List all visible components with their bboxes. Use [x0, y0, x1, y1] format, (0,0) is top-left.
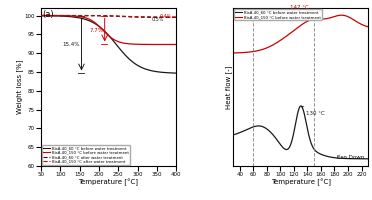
Legend: BisA-40_60 °C before water treatment, BisA-40_150 °C before water treatment, Bis: BisA-40_60 °C before water treatment, Bi… — [42, 145, 130, 165]
X-axis label: Temperature [°C]: Temperature [°C] — [78, 179, 138, 186]
Text: 7.7%: 7.7% — [89, 28, 103, 33]
Legend: BisA-40_60 °C before water treatment, BisA-40_150 °C before water treatment: BisA-40_60 °C before water treatment, Bi… — [234, 9, 322, 20]
Y-axis label: Weight loss [%]: Weight loss [%] — [16, 60, 23, 114]
Text: Exo Down: Exo Down — [337, 155, 364, 160]
X-axis label: Temperature [°C]: Temperature [°C] — [271, 179, 331, 186]
Y-axis label: Heat flow [-]: Heat flow [-] — [225, 65, 232, 109]
Text: (a): (a) — [42, 10, 54, 19]
Text: 0.5%: 0.5% — [152, 17, 164, 22]
Text: 0.4%: 0.4% — [160, 14, 172, 19]
Text: 130 °C: 130 °C — [301, 106, 325, 116]
Text: 15.4%: 15.4% — [62, 42, 80, 47]
Text: (b): (b) — [236, 10, 248, 19]
Text: 147 °C: 147 °C — [291, 5, 310, 17]
